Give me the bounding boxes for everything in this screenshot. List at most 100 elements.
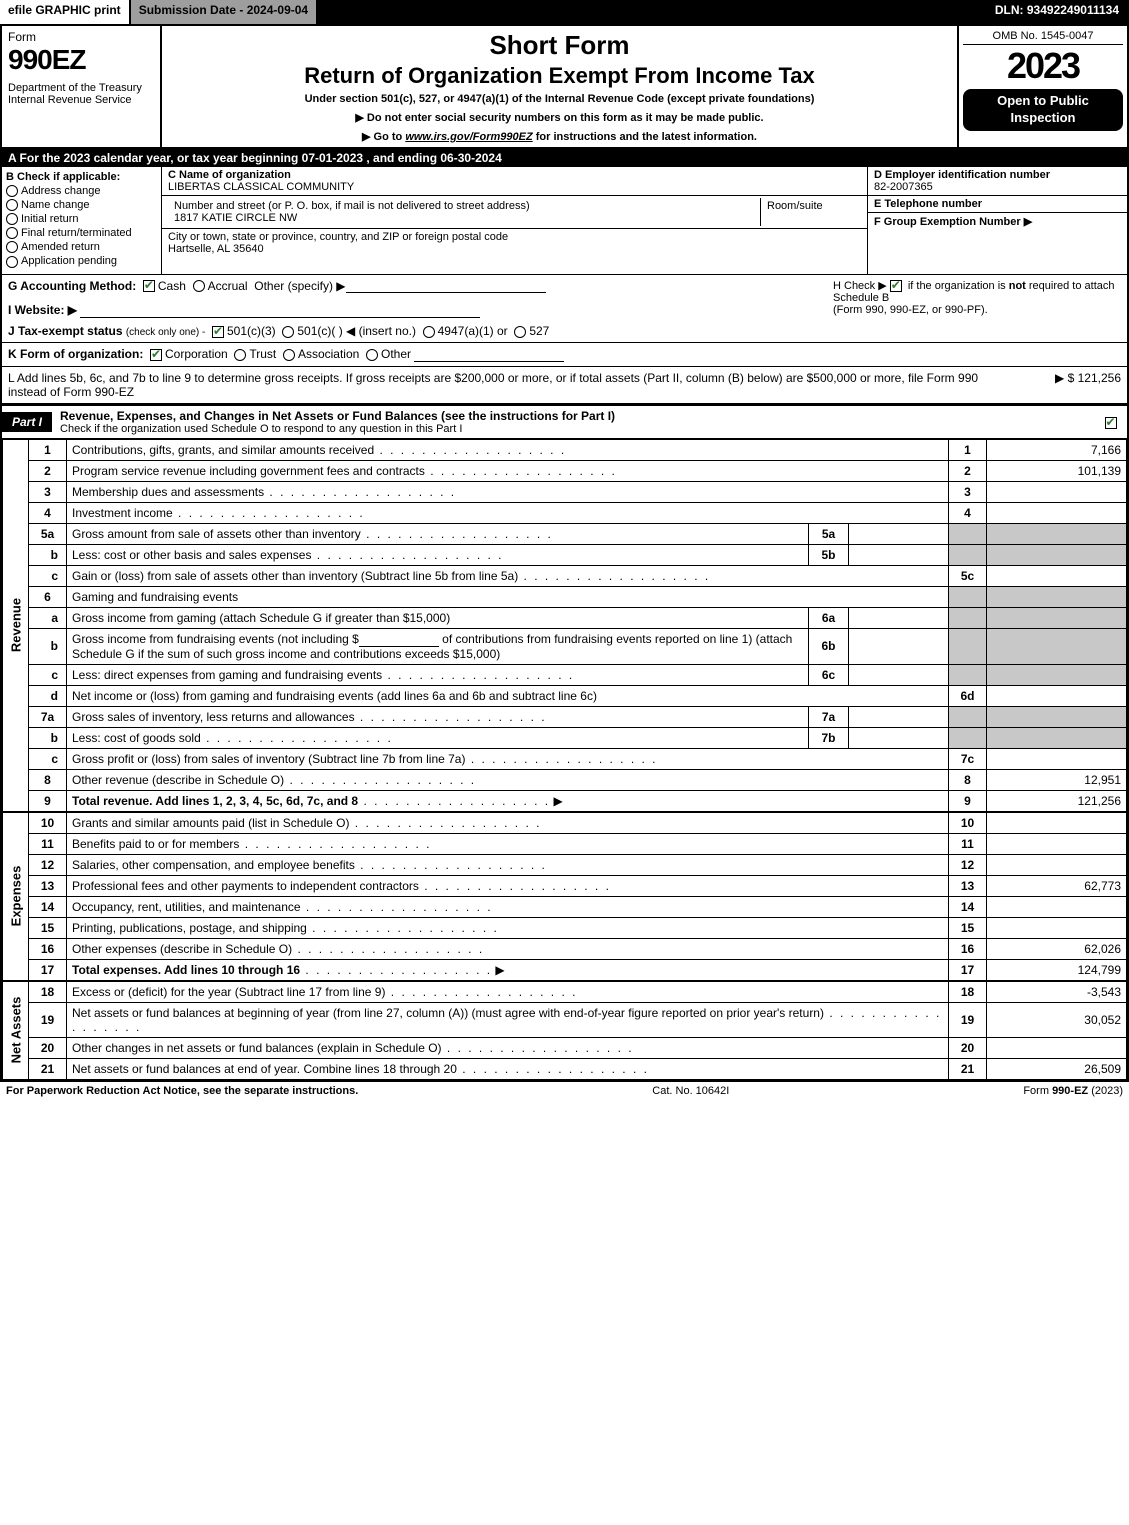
chk-address-change[interactable] xyxy=(6,185,18,197)
org-name: LIBERTAS CLASSICAL COMMUNITY xyxy=(168,181,861,193)
chk-initial-return[interactable] xyxy=(6,213,18,225)
line-5c: cGain or (loss) from sale of assets othe… xyxy=(29,566,1127,587)
line-12: 12Salaries, other compensation, and empl… xyxy=(29,854,1127,875)
line-16: 16Other expenses (describe in Schedule O… xyxy=(29,938,1127,959)
tax-exempt-label: J Tax-exempt status xyxy=(8,324,123,338)
topbar-spacer xyxy=(318,0,987,24)
line-6c: cLess: direct expenses from gaming and f… xyxy=(29,664,1127,685)
line-18: 18Excess or (deficit) for the year (Subt… xyxy=(29,981,1127,1002)
section-h: H Check ▶ if the organization is not req… xyxy=(827,275,1127,343)
section-b: B Check if applicable: Address change Na… xyxy=(2,167,162,274)
lbl-trust: Trust xyxy=(249,347,276,361)
lbl-final-return: Final return/terminated xyxy=(21,227,132,239)
expenses-section: Expenses 10Grants and similar amounts pa… xyxy=(2,812,1127,981)
org-name-label: C Name of organization xyxy=(168,169,861,181)
section-l-text: L Add lines 5b, 6c, and 7b to line 9 to … xyxy=(8,371,1001,399)
ein-label: D Employer identification number xyxy=(874,169,1121,181)
lbl-501c3: 501(c)(3) xyxy=(227,324,276,338)
part-1-check-text: Check if the organization used Schedule … xyxy=(60,423,1097,435)
return-subtitle: Under section 501(c), 527, or 4947(a)(1)… xyxy=(168,93,951,105)
lbl-accrual: Accrual xyxy=(208,279,248,293)
other-method-input[interactable] xyxy=(346,279,546,293)
chk-527[interactable] xyxy=(514,326,526,338)
line-20: 20Other changes in net assets or fund ba… xyxy=(29,1037,1127,1058)
website-input[interactable] xyxy=(80,304,480,318)
h-text1: H Check ▶ xyxy=(833,280,887,292)
line-5b: bLess: cost or other basis and sales exp… xyxy=(29,545,1127,566)
website-label: I Website: ▶ xyxy=(8,303,77,317)
goto-post: for instructions and the latest informat… xyxy=(533,131,757,143)
section-g: G Accounting Method: Cash Accrual Other … xyxy=(2,275,827,343)
chk-other-org[interactable] xyxy=(366,349,378,361)
line-9: 9Total revenue. Add lines 1, 2, 3, 4, 5c… xyxy=(29,790,1127,811)
return-title: Return of Organization Exempt From Incom… xyxy=(168,63,951,89)
line-14: 14Occupancy, rent, utilities, and mainte… xyxy=(29,896,1127,917)
chk-association[interactable] xyxy=(283,349,295,361)
h-text2: if the organization is xyxy=(908,280,1009,292)
chk-501c3[interactable] xyxy=(212,326,224,338)
dln-label: DLN: 93492249011134 xyxy=(987,0,1129,24)
form-word: Form xyxy=(8,30,154,44)
chk-accrual[interactable] xyxy=(193,280,205,292)
short-form-title: Short Form xyxy=(168,30,951,61)
instruction-2: ▶ Go to www.irs.gov/Form990EZ for instru… xyxy=(168,130,951,143)
lbl-4947: 4947(a)(1) or xyxy=(438,324,508,338)
irs-label: Internal Revenue Service xyxy=(8,94,154,106)
gross-receipts-value: $ 121,256 xyxy=(1068,371,1121,385)
line-15: 15Printing, publications, postage, and s… xyxy=(29,917,1127,938)
tax-year: 2023 xyxy=(963,45,1123,87)
line-5a: 5aGross amount from sale of assets other… xyxy=(29,524,1127,545)
h-not: not xyxy=(1009,280,1026,292)
chk-application-pending[interactable] xyxy=(6,256,18,268)
chk-schedule-b[interactable] xyxy=(890,280,902,292)
irs-link[interactable]: www.irs.gov/Form990EZ xyxy=(405,131,532,143)
part-1-title: Revenue, Expenses, and Changes in Net As… xyxy=(60,409,615,423)
group-exemption-label: F Group Exemption Number ▶ xyxy=(874,215,1121,228)
chk-corporation[interactable] xyxy=(150,349,162,361)
room-suite-label: Room/suite xyxy=(761,198,861,226)
section-b-header: B Check if applicable: xyxy=(6,171,157,183)
line-6: 6Gaming and fundraising events xyxy=(29,587,1127,608)
instruction-1: ▶ Do not enter social security numbers o… xyxy=(168,111,951,124)
line-6d: dNet income or (loss) from gaming and fu… xyxy=(29,685,1127,706)
chk-final-return[interactable] xyxy=(6,227,18,239)
form-container: Form 990EZ Department of the Treasury In… xyxy=(0,24,1129,1082)
chk-4947[interactable] xyxy=(423,326,435,338)
form-number: 990EZ xyxy=(8,44,154,76)
line-21: 21Net assets or fund balances at end of … xyxy=(29,1058,1127,1079)
lbl-application-pending: Application pending xyxy=(21,255,117,267)
line-6a: aGross income from gaming (attach Schedu… xyxy=(29,608,1127,629)
footer-right: Form 990-EZ (2023) xyxy=(1023,1085,1123,1097)
line-2: 2Program service revenue including gover… xyxy=(29,461,1127,482)
lbl-cash: Cash xyxy=(158,279,186,293)
goto-pre: ▶ Go to xyxy=(362,131,405,143)
form-header: Form 990EZ Department of the Treasury In… xyxy=(2,26,1127,149)
revenue-table: 1Contributions, gifts, grants, and simil… xyxy=(28,439,1127,812)
sections-b-through-f: B Check if applicable: Address change Na… xyxy=(2,167,1127,275)
lbl-association: Association xyxy=(298,347,359,361)
line-8: 8Other revenue (describe in Schedule O)8… xyxy=(29,769,1127,790)
footer-catalog: Cat. No. 10642I xyxy=(652,1085,729,1097)
open-public-badge: Open to Public Inspection xyxy=(963,89,1123,131)
chk-trust[interactable] xyxy=(234,349,246,361)
section-l: L Add lines 5b, 6c, and 7b to line 9 to … xyxy=(2,367,1127,404)
chk-501c[interactable] xyxy=(282,326,294,338)
accounting-method-label: G Accounting Method: xyxy=(8,279,136,293)
omb-number: OMB No. 1545-0047 xyxy=(963,30,1123,45)
lbl-initial-return: Initial return xyxy=(21,213,78,225)
chk-schedule-o[interactable] xyxy=(1105,417,1117,429)
section-k: K Form of organization: Corporation Trus… xyxy=(2,343,1127,367)
chk-name-change[interactable] xyxy=(6,199,18,211)
chk-amended-return[interactable] xyxy=(6,241,18,253)
chk-cash[interactable] xyxy=(143,280,155,292)
line-6b: bGross income from fundraising events (n… xyxy=(29,629,1127,665)
line-4: 4Investment income4 xyxy=(29,503,1127,524)
section-c: C Name of organization LIBERTAS CLASSICA… xyxy=(162,167,867,274)
top-bar: efile GRAPHIC print Submission Date - 20… xyxy=(0,0,1129,24)
expenses-table: 10Grants and similar amounts paid (list … xyxy=(28,812,1127,981)
other-org-input[interactable] xyxy=(414,348,564,362)
net-assets-section: Net Assets 18Excess or (deficit) for the… xyxy=(2,981,1127,1080)
line-13: 13Professional fees and other payments t… xyxy=(29,875,1127,896)
lbl-other-method: Other (specify) ▶ xyxy=(254,279,345,293)
revenue-vlabel: Revenue xyxy=(2,439,28,812)
